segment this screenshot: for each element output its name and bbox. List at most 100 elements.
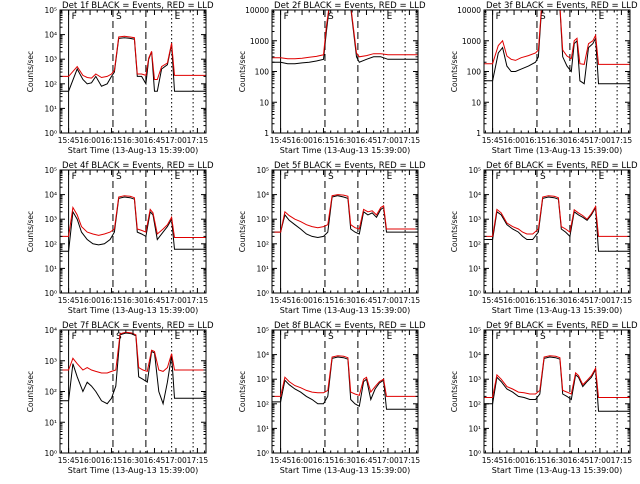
x-tick-label: 16:15 [525, 136, 547, 145]
series-lld [60, 331, 206, 374]
panel-title: Det 7f BLACK = Events, RED = LLD [62, 321, 214, 331]
y-tick-label: 10¹ [44, 264, 57, 273]
plot-frame [271, 9, 419, 134]
x-tick-label: 15:45 [482, 296, 504, 305]
plot-frame [483, 169, 631, 294]
series-lld [60, 35, 206, 80]
x-axis-label: Start Time (13-Aug-13 15:39:00) [492, 146, 623, 155]
y-tick-label: 10² [44, 240, 57, 249]
marker-label: S [328, 332, 334, 342]
x-tick-label: 17:15 [611, 296, 633, 305]
x-tick-label: 15:45 [270, 296, 292, 305]
marker-label: F [72, 332, 77, 342]
x-tick-label: 16:15 [313, 456, 335, 465]
x-tick-label: 16:45 [568, 296, 590, 305]
x-tick-label: 15:45 [482, 456, 504, 465]
panel-title: Det 2f BLACK = Events, RED = LLD [274, 1, 426, 11]
series-events [60, 196, 206, 252]
x-tick-label: 17:00 [377, 136, 399, 145]
plot-frame [483, 9, 631, 134]
y-tick-label: 10³ [256, 375, 269, 384]
y-tick-label: 10³ [44, 215, 57, 224]
y-tick-label: 10¹ [256, 264, 269, 273]
marker-label: S [540, 332, 546, 342]
x-tick-label: 16:15 [101, 136, 123, 145]
series-events [272, 356, 418, 410]
x-tick-label: 17:15 [187, 456, 209, 465]
marker-label: S [540, 12, 546, 22]
marker-label: F [496, 12, 501, 22]
x-tick-label: 17:00 [165, 136, 187, 145]
y-tick-label: 10² [468, 400, 481, 409]
panel-title: Det 1f BLACK = Events, RED = LLD [62, 1, 214, 11]
marker-label: S [328, 172, 334, 182]
x-tick-label: 17:15 [611, 456, 633, 465]
y-tick-label: 10 [259, 98, 269, 107]
marker-label: E [599, 172, 605, 182]
y-tick-label: 10¹ [44, 418, 57, 427]
x-tick-label: 16:15 [313, 296, 335, 305]
x-axis-label: Start Time (13-Aug-13 15:39:00) [68, 146, 199, 155]
x-tick-label: 16:30 [334, 136, 356, 145]
y-tick-label: 1 [264, 129, 269, 138]
y-tick-label: 10⁰ [44, 129, 57, 138]
series-lld [272, 10, 418, 60]
y-tick-label: 10⁴ [468, 351, 481, 360]
plot-frame [59, 9, 207, 134]
marker-label: E [387, 12, 393, 22]
x-tick-label: 17:00 [165, 296, 187, 305]
marker-label: S [540, 172, 546, 182]
y-tick-label: 10⁵ [468, 326, 481, 335]
y-axis-label: Counts/sec [26, 211, 35, 252]
x-tick-label: 16:30 [122, 296, 144, 305]
series-lld [484, 195, 630, 237]
y-axis-label: Counts/sec [450, 211, 459, 252]
marker-label: S [116, 332, 122, 342]
y-tick-label: 10000 [457, 6, 481, 15]
x-axis-label: Start Time (13-Aug-13 15:39:00) [492, 466, 623, 475]
x-tick-label: 15:45 [482, 136, 504, 145]
x-tick-label: 17:15 [399, 296, 421, 305]
y-tick-label: 10⁵ [256, 326, 269, 335]
y-tick-label: 10⁵ [468, 166, 481, 175]
x-tick-label: 17:15 [187, 136, 209, 145]
y-axis-label: Counts/sec [26, 51, 35, 92]
marker-label: F [284, 172, 289, 182]
y-tick-label: 10000 [245, 6, 269, 15]
y-tick-label: 10⁵ [44, 166, 57, 175]
marker-label: S [116, 12, 122, 22]
series-lld [272, 194, 418, 233]
y-tick-label: 10³ [468, 375, 481, 384]
series-events [60, 332, 206, 406]
y-axis-label: Counts/sec [238, 371, 247, 412]
x-tick-label: 16:00 [79, 456, 101, 465]
x-tick-label: 16:45 [356, 296, 378, 305]
y-tick-label: 10³ [256, 215, 269, 224]
x-tick-label: 16:30 [334, 296, 356, 305]
panel-title: Det 8f BLACK = Events, RED = LLD [274, 321, 426, 331]
x-tick-label: 16:00 [79, 136, 101, 145]
x-axis-label: Start Time (13-Aug-13 15:39:00) [492, 306, 623, 315]
marker-label: F [284, 332, 289, 342]
x-tick-label: 16:15 [525, 456, 547, 465]
panel-title: Det 4f BLACK = Events, RED = LLD [62, 161, 214, 171]
x-tick-label: 17:00 [377, 296, 399, 305]
series-events [272, 10, 418, 65]
series-events [60, 37, 206, 92]
x-tick-label: 16:30 [546, 456, 568, 465]
x-tick-label: 17:00 [589, 456, 611, 465]
plot-frame [483, 329, 631, 454]
x-tick-label: 15:45 [58, 136, 80, 145]
x-axis-label: Start Time (13-Aug-13 15:39:00) [68, 306, 199, 315]
series-events [272, 195, 418, 239]
y-tick-label: 10⁰ [44, 289, 57, 298]
x-tick-label: 16:15 [525, 296, 547, 305]
y-tick-label: 10⁴ [468, 191, 481, 200]
marker-label: E [175, 172, 181, 182]
x-tick-label: 17:00 [589, 296, 611, 305]
